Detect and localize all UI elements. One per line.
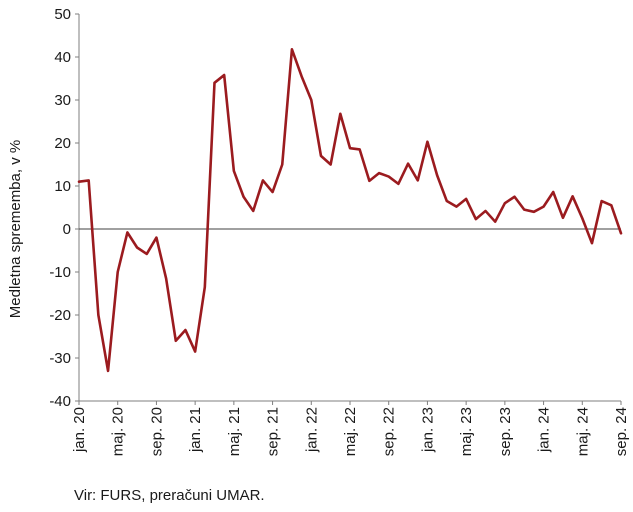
x-tick-label: maj. 22 — [342, 407, 359, 456]
x-tick-label: jan. 22 — [303, 407, 320, 453]
y-tick-label: 20 — [54, 135, 71, 152]
x-tick-label: sep. 20 — [148, 407, 165, 456]
source-note: Vir: FURS, preračuni UMAR. — [74, 487, 265, 504]
series-layer — [77, 47, 623, 373]
x-tick-label: sep. 22 — [381, 407, 398, 456]
y-tick-label: 50 — [54, 6, 71, 23]
y-tick-label: 30 — [54, 92, 71, 109]
x-tick-label: maj. 24 — [574, 407, 591, 456]
axes: -40 -30 -20 -10 0 10 20 30 40 50 jan. 20 maj. 20 sep… — [49, 6, 630, 456]
y-tick-label: -30 — [49, 350, 71, 367]
x-tick-label: sep. 23 — [497, 407, 514, 456]
y-tick-label: -40 — [49, 393, 71, 410]
series-line — [77, 47, 623, 373]
y-tick-label: 10 — [54, 178, 71, 195]
y-tick-label: -10 — [49, 264, 71, 281]
x-tick-label: sep. 24 — [613, 407, 630, 456]
x-tick-label: maj. 21 — [226, 407, 243, 456]
x-tick-label: maj. 20 — [110, 407, 127, 456]
x-tick-label: jan. 21 — [187, 407, 204, 453]
x-tick-label: jan. 23 — [419, 407, 436, 453]
x-tick-label: jan. 24 — [536, 407, 553, 453]
y-tick-label: -20 — [49, 307, 71, 324]
x-tick-label: sep. 21 — [265, 407, 282, 456]
x-tick-label: maj. 23 — [458, 407, 475, 456]
y-axis-label: Medletna sprememba, v % — [7, 140, 24, 318]
x-tick-label: jan. 20 — [71, 407, 88, 453]
y-tick-label: 0 — [63, 221, 71, 238]
y-tick-label: 40 — [54, 49, 71, 66]
